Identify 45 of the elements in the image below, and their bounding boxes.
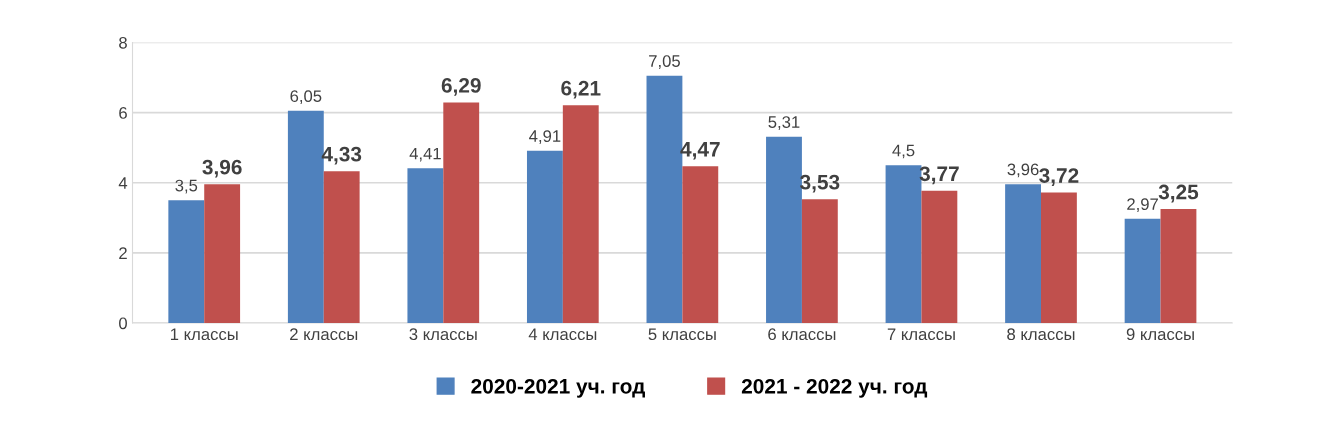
legend-label: 2021 - 2022 уч. год [741,378,928,398]
x-tick-label: 9 классы [1126,328,1194,341]
bar [1124,218,1161,323]
data-label: 6,21 [561,80,601,99]
x-tick-label: 6 классы [768,328,836,341]
data-label: 2,97 [1127,198,1158,212]
x-tick-label: 4 классы [528,328,597,341]
x-tick-label: 8 классы [1007,328,1075,341]
x-tick-label: 1 классы [170,328,238,341]
bar [562,105,599,323]
data-label: 3,72 [1039,168,1079,186]
data-label: 6,05 [290,90,322,104]
data-label: 3,25 [1158,184,1199,203]
bar [1160,209,1197,323]
bar [323,171,360,323]
x-tick-label: 3 классы [409,328,477,341]
bar [682,166,719,323]
bar [1005,184,1041,323]
y-tick-label: 6 [119,107,127,119]
bar [921,190,958,323]
bar [407,168,444,323]
data-label: 4,91 [529,130,561,144]
data-label: 3,5 [175,179,198,194]
bar [526,150,563,323]
bar [1040,192,1077,323]
bar [168,200,205,323]
data-label: 4,41 [409,147,441,162]
y-tick-label: 4 [118,177,128,189]
data-label: 3,96 [1007,163,1039,178]
y-tick-label: 8 [119,36,127,49]
bar [801,199,838,323]
bar [443,102,480,323]
bar [766,136,802,323]
legend-label: 2020-2021 уч. год [471,378,645,398]
data-label: 3,96 [202,159,242,178]
data-label: 6,29 [441,78,481,96]
data-label: 4,5 [892,144,915,159]
data-label: 7,05 [649,55,680,69]
data-label: 5,31 [768,116,800,130]
y-tick-label: 2 [119,247,127,259]
x-tick-label: 7 классы [887,328,955,341]
x-tick-label: 5 классы [648,328,716,341]
y-tick-label: 0 [119,317,127,330]
x-tick-label: 2 классы [290,328,358,341]
bar [204,184,241,323]
